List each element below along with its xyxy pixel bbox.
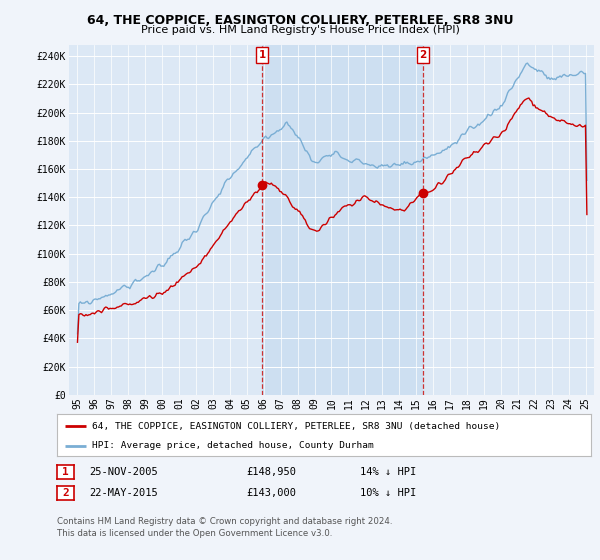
Text: Price paid vs. HM Land Registry's House Price Index (HPI): Price paid vs. HM Land Registry's House …: [140, 25, 460, 35]
Text: Contains HM Land Registry data © Crown copyright and database right 2024.: Contains HM Land Registry data © Crown c…: [57, 517, 392, 526]
Text: 64, THE COPPICE, EASINGTON COLLIERY, PETERLEE, SR8 3NU (detached house): 64, THE COPPICE, EASINGTON COLLIERY, PET…: [92, 422, 500, 431]
Text: £143,000: £143,000: [246, 488, 296, 498]
Text: 2: 2: [62, 488, 69, 498]
Text: 1: 1: [259, 50, 266, 60]
Text: 1: 1: [62, 466, 69, 477]
Text: 10% ↓ HPI: 10% ↓ HPI: [360, 488, 416, 498]
Text: This data is licensed under the Open Government Licence v3.0.: This data is licensed under the Open Gov…: [57, 529, 332, 538]
Text: 64, THE COPPICE, EASINGTON COLLIERY, PETERLEE, SR8 3NU: 64, THE COPPICE, EASINGTON COLLIERY, PET…: [87, 14, 513, 27]
Text: 22-MAY-2015: 22-MAY-2015: [89, 488, 158, 498]
Text: 25-NOV-2005: 25-NOV-2005: [89, 466, 158, 477]
Text: £148,950: £148,950: [246, 466, 296, 477]
Text: 2: 2: [419, 50, 427, 60]
Text: HPI: Average price, detached house, County Durham: HPI: Average price, detached house, Coun…: [92, 441, 373, 450]
Bar: [262, 45, 423, 395]
Text: 14% ↓ HPI: 14% ↓ HPI: [360, 466, 416, 477]
